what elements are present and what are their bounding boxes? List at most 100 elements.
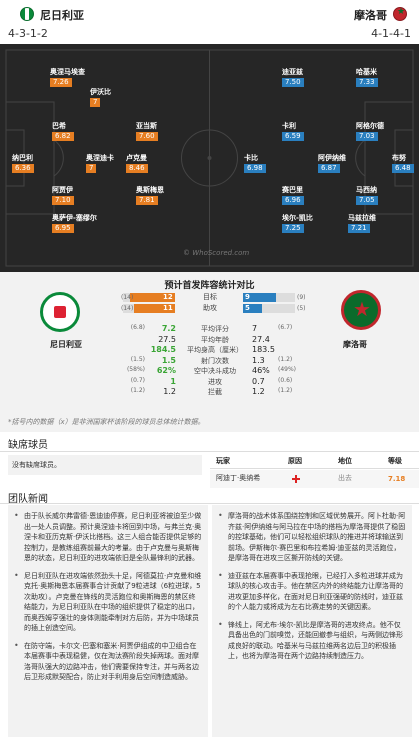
col-rating: 等级 — [388, 457, 402, 465]
player-name: 阿格尔德 — [356, 122, 384, 130]
player-name: 卢克曼 — [126, 154, 147, 162]
player-name: 阿伊纳维 — [318, 154, 346, 162]
home-stat-value: 1 — [170, 377, 176, 386]
home-stat-paren: (0.7) — [130, 377, 145, 384]
col-player: 玩家 — [216, 457, 230, 465]
player-name: 布努 — [392, 154, 406, 162]
home-stat-paren: (1.5) — [130, 356, 145, 363]
player-rating: 6.36 — [12, 164, 34, 173]
player-name: 亚当斯 — [136, 122, 157, 130]
away-player[interactable]: 阿格尔德 7.03 — [356, 122, 384, 144]
home-player[interactable]: 巴希 6.82 — [52, 122, 74, 144]
stat-row: 184.5 平均身高（厘米） 183.5 — [0, 345, 419, 354]
player-rating: 7 — [86, 164, 97, 173]
player-rating: 6.95 — [52, 224, 74, 233]
news-item: 迪亚兹在本届赛事中表现抢眼，已经打入多粒进球并成为球队的核心攻击手。他在禁区内外… — [218, 571, 406, 613]
col-reason: 原因 — [288, 457, 302, 465]
away-stat-paren: (6.7) — [278, 324, 293, 331]
home-player[interactable]: 阿贾伊 7.10 — [52, 186, 74, 208]
away-stat-value: 0.7 — [252, 377, 265, 386]
away-player[interactable]: 迪亚兹 7.50 — [282, 68, 304, 90]
missing-player-status: 出去 — [338, 474, 352, 482]
stat-label: 平均评分 — [201, 325, 229, 333]
home-team-name[interactable]: 尼日利亚 — [40, 9, 84, 22]
player-rating: 7.21 — [348, 224, 370, 233]
away-stat-paren: (0.6) — [278, 377, 293, 384]
missing-player-row[interactable]: 阿迪丁·奥纳希 出去 7.18 — [210, 470, 419, 488]
bar-stat-label: 助攻 — [203, 304, 217, 312]
away-player[interactable]: 布努 6.48 — [392, 154, 414, 176]
away-stat-paren: (1.2) — [278, 356, 293, 363]
nigeria-flag-icon — [20, 7, 34, 21]
home-bar-value: 11 — [163, 304, 173, 312]
player-name: 迪亚兹 — [282, 68, 303, 76]
away-bar-value: 9 — [245, 293, 250, 301]
away-player[interactable]: 卡利 6.59 — [282, 122, 304, 144]
away-bar-paren: (9) — [297, 294, 306, 301]
news-item: 尼日利亚队在进攻端依然劲头十足，阿德莫拉·卢克曼和维克托·奥斯梅恩本届赛事合计贡… — [14, 571, 202, 634]
home-crest-label: 尼日利亚 — [50, 340, 82, 349]
home-stat-value: 7.2 — [161, 324, 176, 333]
home-bar-paren: (14) — [121, 294, 134, 301]
stat-label: 拦截 — [208, 388, 222, 396]
home-missing-note: 没有缺席球员。 — [8, 455, 202, 475]
home-stat-paren: (6.8) — [130, 324, 145, 331]
divider — [0, 503, 419, 504]
col-status: 地位 — [338, 457, 352, 465]
player-name: 赛巴里 — [282, 186, 303, 194]
away-player[interactable]: 哈基米 7.33 — [356, 68, 378, 90]
player-rating: 7.05 — [356, 196, 378, 205]
home-player[interactable]: 伊沃比 7 — [90, 88, 111, 110]
home-player[interactable]: 纳巴利 6.36 — [12, 154, 34, 176]
away-player[interactable]: 埃尔-凯比 7.25 — [282, 214, 313, 236]
morocco-crest-icon — [341, 290, 381, 330]
player-rating: 7.03 — [356, 132, 378, 141]
missing-players-title: 缺席球员 — [8, 440, 48, 451]
away-player[interactable]: 赛巴里 6.96 — [282, 186, 304, 208]
home-player[interactable]: 奥涅马埃查 7.26 — [50, 68, 85, 90]
player-name: 卡利 — [282, 122, 296, 130]
away-stat-paren: (49%) — [278, 366, 297, 373]
player-name: 卡比 — [244, 154, 258, 162]
player-rating: 7.26 — [50, 78, 72, 87]
bar-track — [243, 304, 295, 313]
away-stat-paren: (1.2) — [278, 387, 293, 394]
player-rating: 7 — [90, 98, 101, 107]
home-player[interactable]: 卢克曼 8.46 — [126, 154, 148, 176]
home-stat-paren: (1.2) — [130, 387, 145, 394]
stat-row: (1.5) 1.5 射门次数 1.3 (1.2) — [0, 356, 419, 365]
player-name: 伊沃比 — [90, 88, 111, 96]
news-item: 在防守端，卡尔文·巴塞和塞米·阿贾伊组成的中卫组合在本届赛事中表现稳健，仅在淘汰… — [14, 641, 202, 683]
home-team-news: 由于队长威尔弗雷德·恩迪迪停赛，尼日利亚将被迫至少做出一处人员调整。预计奥涅迪卡… — [8, 505, 208, 737]
player-name: 哈基米 — [356, 68, 377, 76]
player-rating: 6.96 — [282, 196, 304, 205]
home-player[interactable]: 奥涅迪卡 7 — [86, 154, 114, 176]
player-rating: 7.60 — [136, 132, 158, 141]
away-player[interactable]: 马兹拉维 7.21 — [348, 214, 376, 236]
player-name: 奥萨伊-塞缪尔 — [52, 214, 97, 222]
away-player[interactable]: 马西纳 7.05 — [356, 186, 378, 208]
home-player[interactable]: 亚当斯 7.60 — [136, 122, 158, 144]
missing-table-header: 玩家 原因 地位 等级 — [210, 453, 419, 469]
away-team-news: 摩洛哥的战术体系围绕控制和区域优势展开。阿卜杜勒·阿齐兹·阿伊纳维与阿马拉在中场… — [212, 505, 412, 737]
nigeria-crest-icon — [40, 292, 80, 332]
away-team-name[interactable]: 摩洛哥 — [354, 9, 387, 22]
home-player[interactable]: 奥斯梅恩 7.81 — [136, 186, 164, 208]
injury-cross-icon — [292, 475, 300, 483]
home-stat-value: 27.5 — [158, 335, 176, 344]
away-player[interactable]: 阿伊纳维 6.87 — [318, 154, 346, 176]
player-name: 奥斯梅恩 — [136, 186, 164, 194]
home-player[interactable]: 奥萨伊-塞缪尔 6.95 — [52, 214, 97, 236]
away-player[interactable]: 卡比 6.98 — [244, 154, 266, 176]
news-item: 锋线上，阿尤布·埃尔-凯比是摩洛哥的进攻终点。他不仅具备出色的门前嗅觉，还能回撤… — [218, 620, 406, 662]
missing-player-name[interactable]: 阿迪丁·奥纳希 — [216, 474, 261, 482]
bar-stat-label: 目标 — [203, 293, 217, 301]
home-bar — [134, 304, 175, 313]
stats-footnote: *括号内的数据（x）是非洲国家杯该阶段的球员总体统计数据。 — [8, 418, 205, 426]
player-rating: 6.82 — [52, 132, 74, 141]
player-rating: 7.10 — [52, 196, 74, 205]
player-name: 奥涅迪卡 — [86, 154, 114, 162]
divider — [0, 451, 419, 452]
stat-label: 射门次数 — [201, 357, 229, 365]
away-stat-value: 46% — [252, 366, 270, 375]
